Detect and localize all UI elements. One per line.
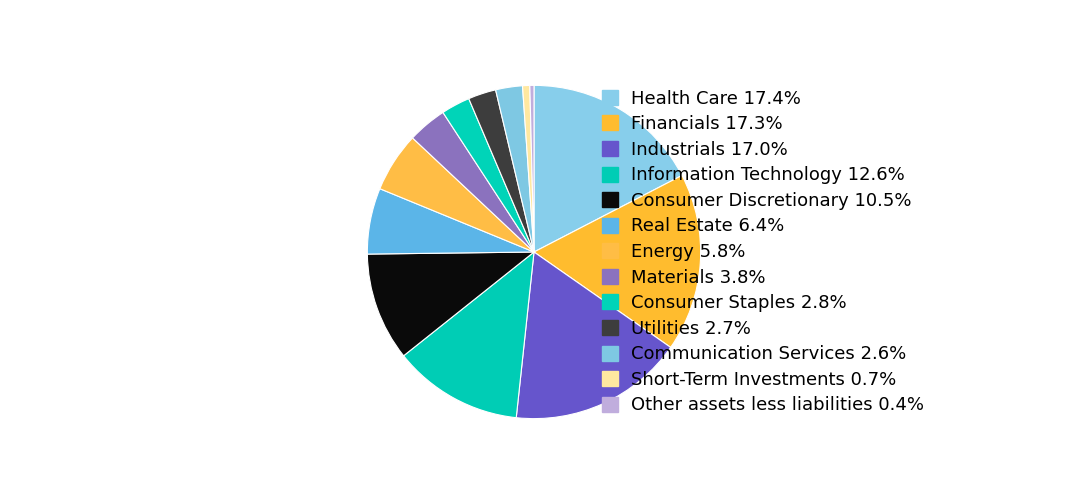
Wedge shape [443, 99, 534, 252]
Wedge shape [367, 252, 534, 356]
Wedge shape [516, 252, 671, 419]
Wedge shape [412, 112, 534, 252]
Wedge shape [496, 86, 534, 252]
Wedge shape [404, 252, 534, 418]
Wedge shape [469, 90, 534, 252]
Wedge shape [380, 138, 534, 252]
Wedge shape [534, 175, 701, 347]
Wedge shape [367, 188, 534, 254]
Wedge shape [534, 85, 682, 252]
Wedge shape [522, 85, 534, 252]
Legend: Health Care 17.4%, Financials 17.3%, Industrials 17.0%, Information Technology 1: Health Care 17.4%, Financials 17.3%, Ind… [602, 90, 924, 414]
Wedge shape [530, 85, 534, 252]
